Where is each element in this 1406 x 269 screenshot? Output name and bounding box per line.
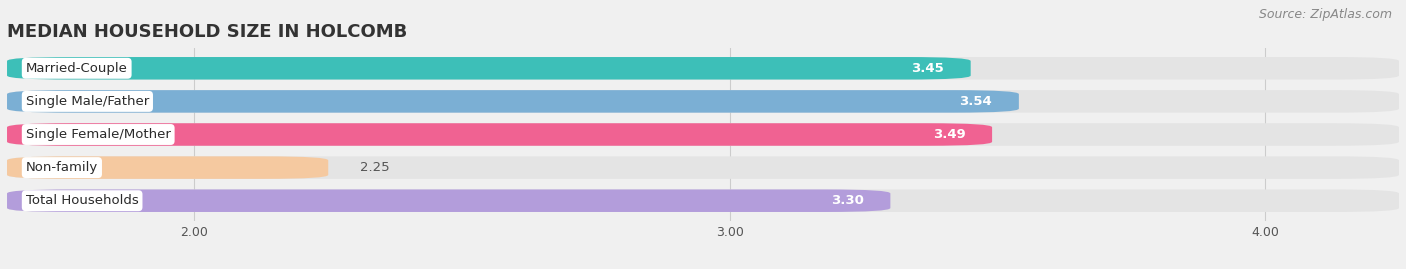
Text: Source: ZipAtlas.com: Source: ZipAtlas.com bbox=[1258, 8, 1392, 21]
FancyBboxPatch shape bbox=[7, 156, 328, 179]
FancyBboxPatch shape bbox=[7, 189, 890, 212]
Text: MEDIAN HOUSEHOLD SIZE IN HOLCOMB: MEDIAN HOUSEHOLD SIZE IN HOLCOMB bbox=[7, 23, 408, 41]
Text: Married-Couple: Married-Couple bbox=[25, 62, 128, 75]
Text: Total Households: Total Households bbox=[25, 194, 139, 207]
Text: 3.45: 3.45 bbox=[911, 62, 943, 75]
FancyBboxPatch shape bbox=[7, 189, 1399, 212]
Text: Non-family: Non-family bbox=[25, 161, 98, 174]
FancyBboxPatch shape bbox=[7, 123, 1399, 146]
Text: 3.49: 3.49 bbox=[932, 128, 966, 141]
Text: 3.54: 3.54 bbox=[959, 95, 993, 108]
Text: Single Female/Mother: Single Female/Mother bbox=[25, 128, 170, 141]
FancyBboxPatch shape bbox=[7, 90, 1019, 113]
Text: Single Male/Father: Single Male/Father bbox=[25, 95, 149, 108]
FancyBboxPatch shape bbox=[7, 90, 1399, 113]
FancyBboxPatch shape bbox=[7, 123, 993, 146]
FancyBboxPatch shape bbox=[7, 57, 970, 80]
FancyBboxPatch shape bbox=[7, 57, 1399, 80]
FancyBboxPatch shape bbox=[7, 156, 1399, 179]
Text: 2.25: 2.25 bbox=[360, 161, 389, 174]
Text: 3.30: 3.30 bbox=[831, 194, 863, 207]
